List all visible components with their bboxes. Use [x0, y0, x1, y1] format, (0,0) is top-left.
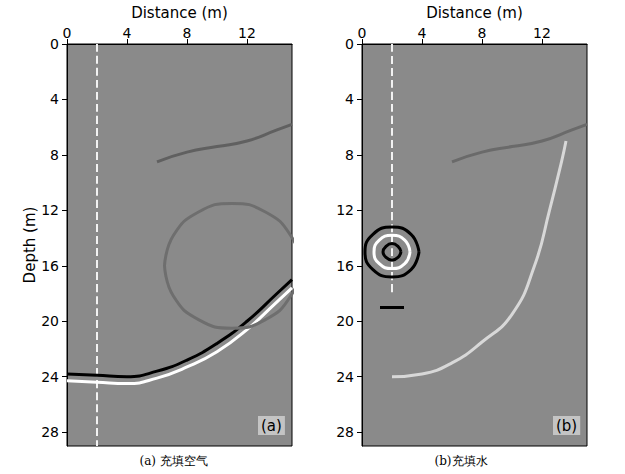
- svg-text:0: 0: [63, 25, 72, 41]
- svg-text:16: 16: [336, 258, 354, 274]
- svg-text:4: 4: [123, 25, 132, 41]
- svg-text:28: 28: [41, 424, 59, 440]
- svg-text:20: 20: [336, 313, 354, 329]
- svg-text:(b): (b): [556, 417, 577, 435]
- svg-text:4: 4: [345, 91, 354, 107]
- svg-text:12: 12: [336, 202, 354, 218]
- svg-text:(a): (a): [261, 417, 282, 435]
- svg-text:8: 8: [50, 147, 59, 163]
- svg-text:8: 8: [183, 25, 192, 41]
- svg-text:(b)充填水: (b)充填水: [435, 454, 488, 468]
- svg-text:24: 24: [336, 369, 354, 385]
- svg-text:Distance (m): Distance (m): [426, 4, 523, 22]
- svg-text:28: 28: [336, 424, 354, 440]
- svg-text:12: 12: [41, 202, 59, 218]
- svg-text:24: 24: [41, 369, 59, 385]
- svg-text:8: 8: [345, 147, 354, 163]
- svg-text:Depth (m): Depth (m): [21, 207, 39, 284]
- svg-text:8: 8: [478, 25, 487, 41]
- svg-text:Distance (m): Distance (m): [131, 4, 228, 22]
- svg-text:4: 4: [50, 91, 59, 107]
- svg-text:12: 12: [238, 25, 256, 41]
- svg-text:12: 12: [533, 25, 551, 41]
- svg-text:0: 0: [50, 36, 59, 52]
- svg-text:0: 0: [358, 25, 367, 41]
- svg-text:(a) 充填空气: (a) 充填空气: [140, 454, 208, 468]
- svg-text:4: 4: [418, 25, 427, 41]
- svg-text:20: 20: [41, 313, 59, 329]
- svg-text:16: 16: [41, 258, 59, 274]
- svg-text:0: 0: [345, 36, 354, 52]
